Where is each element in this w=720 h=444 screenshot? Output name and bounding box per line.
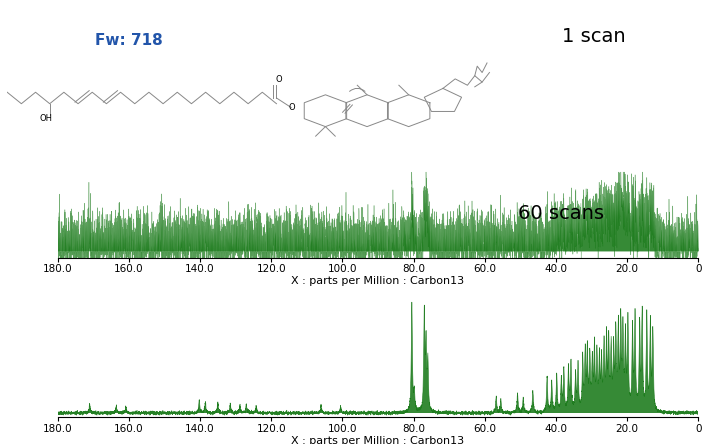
X-axis label: X : parts per Million : Carbon13: X : parts per Million : Carbon13 bbox=[292, 436, 464, 444]
Text: 1 scan: 1 scan bbox=[562, 27, 625, 46]
Text: OH: OH bbox=[40, 114, 53, 123]
X-axis label: X : parts per Million : Carbon13: X : parts per Million : Carbon13 bbox=[292, 276, 464, 286]
Text: Fw: 718: Fw: 718 bbox=[95, 33, 163, 48]
Text: 60 scans: 60 scans bbox=[518, 204, 604, 223]
Text: O: O bbox=[276, 75, 282, 84]
Text: O: O bbox=[289, 103, 295, 112]
